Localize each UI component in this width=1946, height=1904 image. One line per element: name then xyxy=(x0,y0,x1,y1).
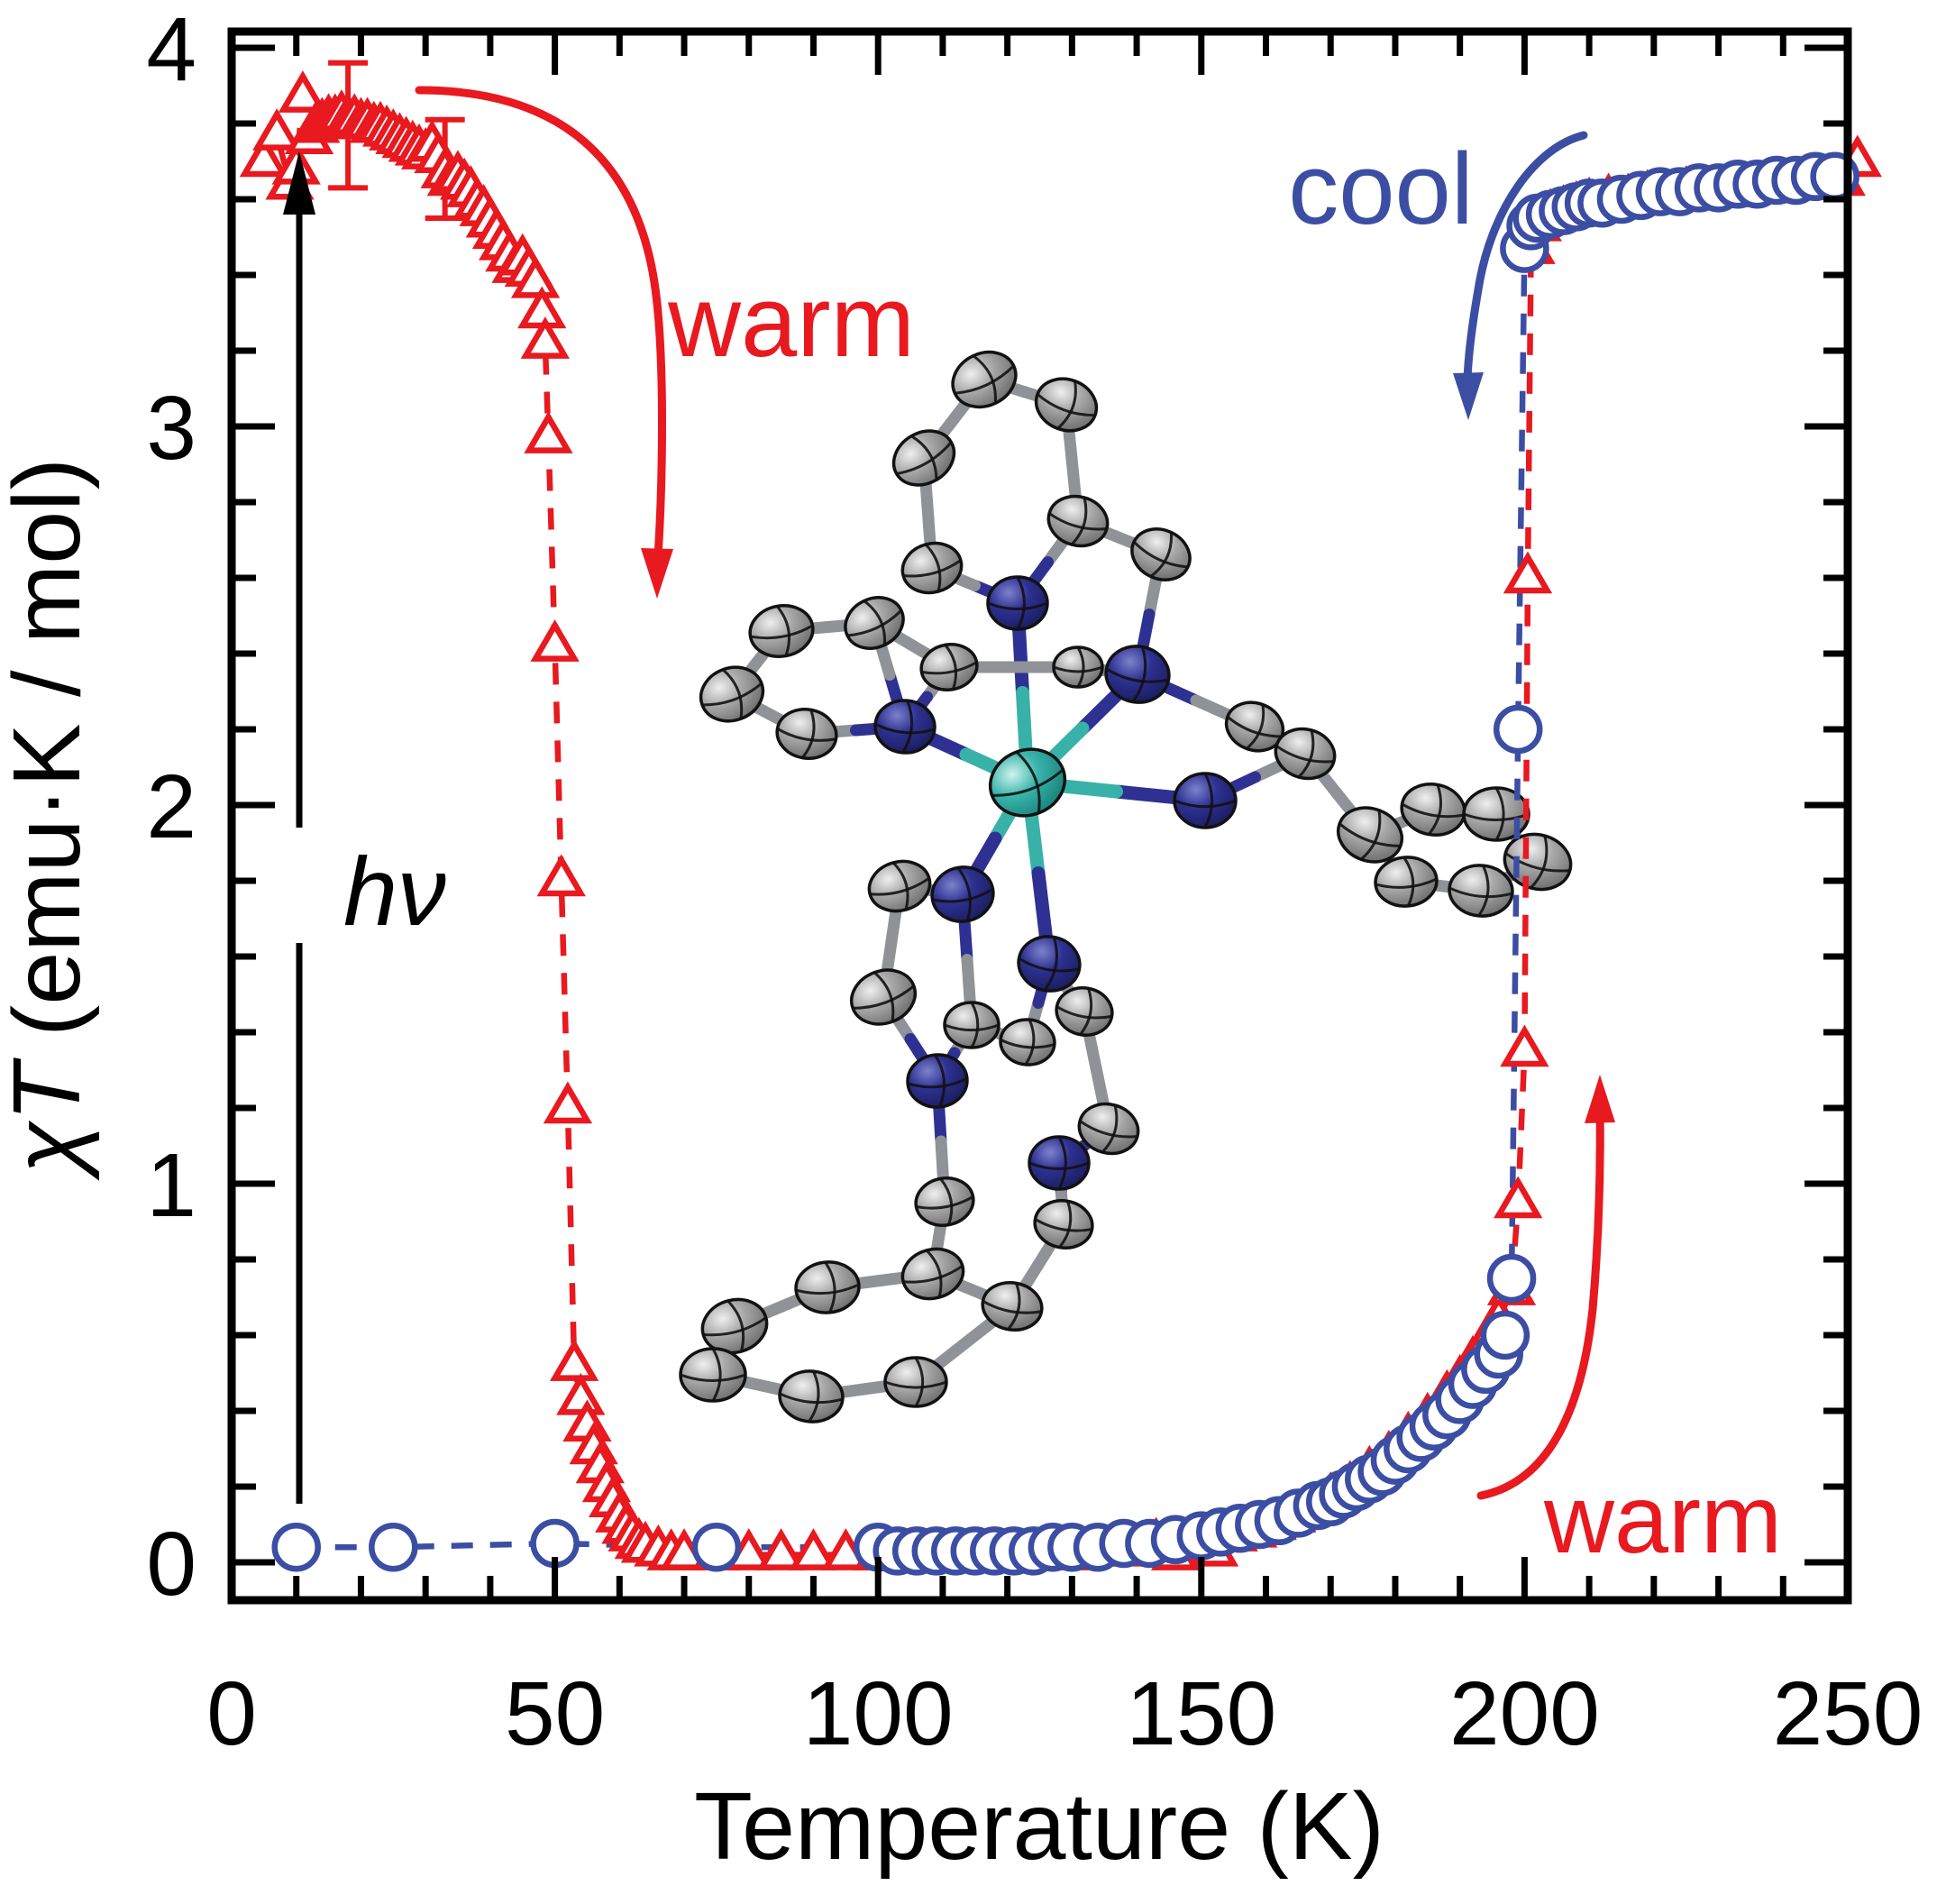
annotation-arrows xyxy=(283,86,1615,1504)
y-tick-label-0: 0 xyxy=(146,1514,196,1615)
carbon-atom xyxy=(849,968,918,1026)
nitrogen-atom xyxy=(930,865,995,923)
x-axis-title: Temperature (K) xyxy=(694,1773,1384,1880)
carbon-atom xyxy=(1046,494,1110,548)
annotation-warm-lower: warm xyxy=(1543,1464,1782,1573)
x-tick-label-200: 200 xyxy=(1449,1663,1600,1764)
warm-triangle-marker xyxy=(278,70,328,113)
y-tick-label-2: 2 xyxy=(146,756,196,857)
carbon-atom xyxy=(883,1356,948,1408)
carbon-atom xyxy=(1052,645,1104,689)
carbon-atom xyxy=(999,1018,1056,1066)
plot-frame xyxy=(227,27,1852,1605)
carbon-atom xyxy=(951,350,1018,409)
annotation-warm-upper: warm xyxy=(667,265,915,378)
warm-lower-arrow xyxy=(1476,1099,1604,1500)
carbon-atom xyxy=(900,1247,965,1301)
carbon-atom xyxy=(943,1001,1000,1049)
warm-triangle-marker xyxy=(520,316,570,359)
carbon-atom xyxy=(775,708,838,760)
y-tick-label-3: 3 xyxy=(146,378,196,479)
y-tick-label-4: 4 xyxy=(146,0,196,100)
warm-triangle-marker xyxy=(789,1528,838,1570)
nitrogen-atom xyxy=(873,699,936,755)
nitrogen-atom xyxy=(986,575,1049,631)
x-tick-label-0: 0 xyxy=(206,1663,257,1764)
carbon-atom xyxy=(900,541,964,595)
metal-atom xyxy=(988,747,1067,818)
nitrogen-atom xyxy=(1028,1135,1091,1191)
carbon-atom xyxy=(1274,727,1337,781)
cool-arrowhead xyxy=(1453,372,1484,420)
cool-circle-marker xyxy=(1480,1310,1530,1360)
warm-triangle-marker xyxy=(543,1081,593,1124)
cool-circle-marker xyxy=(271,1522,321,1572)
carbon-atom xyxy=(919,643,979,691)
carbon-atom xyxy=(778,1369,845,1423)
x-tick-label-150: 150 xyxy=(1126,1663,1276,1764)
warm-upper-arrowhead xyxy=(641,548,673,599)
molecule-inset xyxy=(679,350,1573,1423)
warm-triangle-marker xyxy=(756,1528,806,1570)
cool-circle-marker xyxy=(1493,704,1543,755)
warm-triangle-marker xyxy=(1500,1024,1549,1067)
carbon-atom xyxy=(867,859,932,913)
x-tick-label-50: 50 xyxy=(505,1663,605,1764)
nitrogen-atom xyxy=(1173,772,1238,829)
warm-lower-arrowhead xyxy=(1585,1075,1615,1123)
warm-triangle-marker xyxy=(530,619,580,662)
annotation-texts: warm cool warm hν xyxy=(343,133,1782,1573)
carbon-atom xyxy=(844,596,905,650)
carbon-atom xyxy=(794,1260,861,1314)
carbon-atom xyxy=(748,604,815,658)
y-axis-title-units: (emu·K / mol) xyxy=(0,458,100,1063)
cool-arrow xyxy=(1463,131,1588,399)
warm-triangle-marker xyxy=(1494,1176,1543,1219)
warm-triangle-marker xyxy=(549,1339,599,1381)
cool-circle-marker xyxy=(691,1522,742,1572)
y-axis-title: χT (emu·K / mol) xyxy=(0,458,100,1181)
carbon-atom xyxy=(1374,856,1439,908)
axes-frame xyxy=(227,27,1852,1605)
series-markers xyxy=(239,70,1882,1576)
y-tick-label-1: 1 xyxy=(146,1135,196,1236)
carbon-atom xyxy=(1077,1102,1140,1156)
carbon-atom xyxy=(699,665,765,723)
warm-triangle-marker xyxy=(252,108,302,151)
carbon-atom xyxy=(1034,377,1099,433)
warm-triangle-marker xyxy=(524,411,573,453)
carbon-atom xyxy=(1448,864,1514,918)
carbon-atom xyxy=(1503,832,1573,892)
warm-triangle-marker xyxy=(510,255,561,298)
carbon-atom xyxy=(1130,527,1192,581)
warm-upper-arrow xyxy=(415,86,666,562)
tick-labels: 0 50 100 150 200 250 0 1 2 3 4 xyxy=(146,0,1923,1764)
warm-triangle-marker xyxy=(1503,551,1553,594)
y-axis-title-symbol: χT xyxy=(0,1057,100,1181)
carbon-atom xyxy=(1033,1199,1094,1250)
carbon-atom xyxy=(700,1297,769,1355)
carbon-atom xyxy=(891,429,956,487)
carbon-atom xyxy=(1336,806,1404,864)
nitrogen-atom xyxy=(1104,645,1171,704)
carbon-atom xyxy=(679,1347,747,1403)
hnu-arrowhead xyxy=(283,151,315,215)
warm-triangle-marker xyxy=(239,134,289,178)
cool-circle-marker xyxy=(369,1522,418,1572)
x-tick-label-250: 250 xyxy=(1773,1663,1923,1764)
carbon-atom xyxy=(914,1176,975,1227)
carbon-atom xyxy=(981,1281,1044,1332)
cool-circle-marker xyxy=(1486,1253,1537,1304)
nitrogen-atom xyxy=(1017,935,1082,993)
warm-triangle-marker xyxy=(536,854,586,897)
annotation-hnu: hν xyxy=(343,837,446,946)
annotation-cool: cool xyxy=(1288,133,1473,245)
x-tick-label-100: 100 xyxy=(803,1663,954,1764)
carbon-atom xyxy=(1055,986,1114,1037)
nitrogen-atom xyxy=(906,1053,969,1109)
